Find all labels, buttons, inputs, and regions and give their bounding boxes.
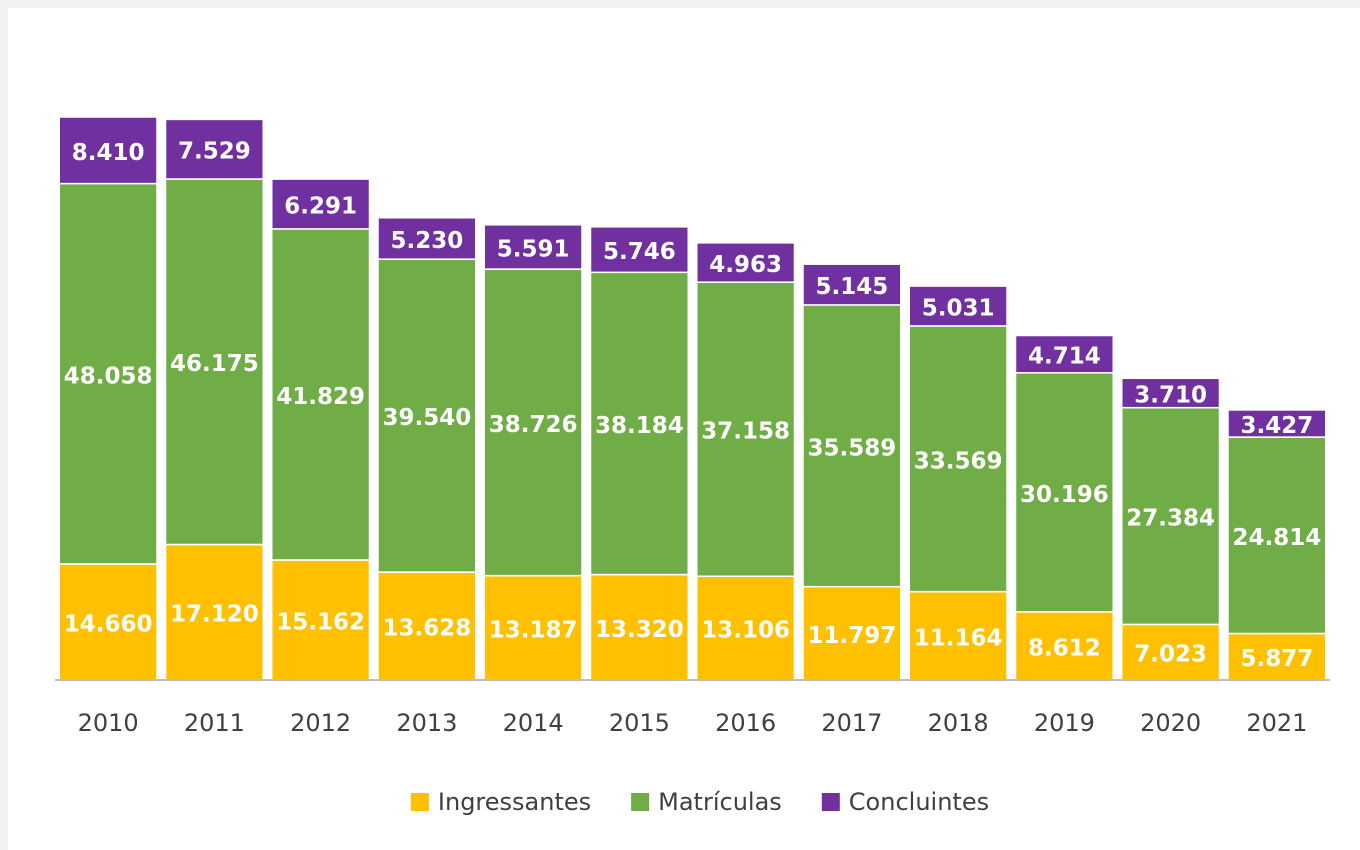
value-label: 5.230	[390, 228, 463, 254]
bar-segment	[802, 585, 902, 681]
bar-segment	[271, 559, 371, 681]
bar-segment	[908, 285, 1008, 327]
value-label: 30.196	[1020, 482, 1109, 508]
value-label: 5.145	[815, 274, 888, 300]
legend-label: Matrículas	[658, 788, 782, 816]
x-tick-label: 2021	[1246, 709, 1307, 737]
value-label: 13.187	[489, 617, 578, 643]
bar-segment	[696, 575, 796, 681]
value-label: 38.184	[595, 413, 684, 439]
value-label: 11.797	[807, 623, 896, 649]
value-label: 3.427	[1240, 413, 1313, 439]
legend: Ingressantes Matrículas Concluintes	[410, 788, 989, 816]
bar-segment	[1014, 334, 1114, 374]
value-label: 6.291	[284, 194, 357, 220]
value-label: 14.660	[64, 611, 153, 637]
value-label: 11.164	[914, 625, 1003, 651]
value-label: 41.829	[276, 384, 365, 410]
bar-segment	[271, 228, 371, 561]
bar-segment	[589, 573, 689, 681]
bar-segment	[1121, 406, 1221, 626]
bar-segment	[696, 242, 796, 283]
bar-segment	[589, 271, 689, 576]
bar-segment	[483, 224, 583, 270]
value-label: 13.106	[701, 618, 790, 644]
x-tick-label: 2011	[184, 709, 245, 737]
bar-segment	[58, 182, 158, 565]
bar-segment	[1121, 377, 1221, 409]
x-tick-label: 2012	[290, 709, 351, 737]
bar-segment	[696, 281, 796, 578]
value-label: 5.746	[603, 239, 676, 265]
value-label: 4.714	[1028, 344, 1101, 370]
x-tick-label: 2014	[503, 709, 564, 737]
value-label: 3.710	[1134, 382, 1207, 408]
value-label: 46.175	[170, 351, 259, 377]
bar-segment	[271, 178, 371, 230]
bar-segment	[1014, 611, 1114, 681]
value-label: 7.529	[178, 139, 251, 165]
legend-swatch	[631, 793, 650, 811]
bar-segment	[802, 304, 902, 588]
bar-segment	[377, 571, 477, 681]
value-label: 35.589	[807, 435, 896, 461]
value-label: 24.814	[1232, 525, 1321, 551]
value-label: 4.963	[709, 252, 782, 278]
bar-segment	[908, 325, 1008, 593]
value-label: 5.877	[1240, 646, 1313, 672]
value-label: 13.628	[382, 616, 471, 642]
bar-segment	[802, 263, 902, 306]
value-label: 8.612	[1028, 635, 1101, 661]
value-label: 48.058	[64, 363, 153, 389]
value-label: 39.540	[382, 405, 471, 431]
bar-segment	[483, 268, 583, 577]
bar-segment	[164, 178, 264, 546]
x-tick-label: 2017	[821, 709, 882, 737]
legend-swatch	[821, 793, 840, 811]
value-label: 15.162	[276, 609, 365, 635]
value-label: 8.410	[72, 140, 145, 166]
value-label: 5.591	[497, 236, 570, 262]
value-label: 13.320	[595, 617, 684, 643]
legend-label: Ingressantes	[438, 788, 591, 816]
bar-segment	[908, 590, 1008, 681]
bar-segment	[1227, 409, 1327, 438]
value-label: 27.384	[1126, 506, 1215, 532]
bar-segment	[164, 118, 264, 180]
bar-segment	[377, 258, 477, 573]
bar-segment	[483, 574, 583, 681]
value-label: 5.031	[922, 296, 995, 322]
x-tick-label: 2015	[609, 709, 670, 737]
x-tick-label: 2020	[1140, 709, 1201, 737]
bar-segment	[1227, 436, 1327, 635]
value-label: 33.569	[914, 448, 1003, 474]
bar-segment	[58, 116, 158, 185]
x-tick-label: 2013	[396, 709, 457, 737]
x-tick-label: 2019	[1034, 709, 1095, 737]
x-tick-label: 2010	[78, 709, 139, 737]
bar-segment	[1014, 372, 1114, 613]
bar-segment	[377, 217, 477, 260]
value-label: 37.158	[701, 419, 790, 445]
value-label: 17.120	[170, 602, 259, 628]
legend-swatch	[410, 793, 429, 811]
legend-label: Concluintes	[849, 788, 989, 816]
bar-segment	[1121, 623, 1221, 681]
bar-segment	[1227, 632, 1327, 681]
value-label: 7.023	[1134, 642, 1207, 668]
x-tick-label: 2016	[715, 709, 776, 737]
x-tick-label: 2018	[928, 709, 989, 737]
bar-segment	[589, 226, 689, 274]
value-label: 38.726	[489, 412, 578, 438]
